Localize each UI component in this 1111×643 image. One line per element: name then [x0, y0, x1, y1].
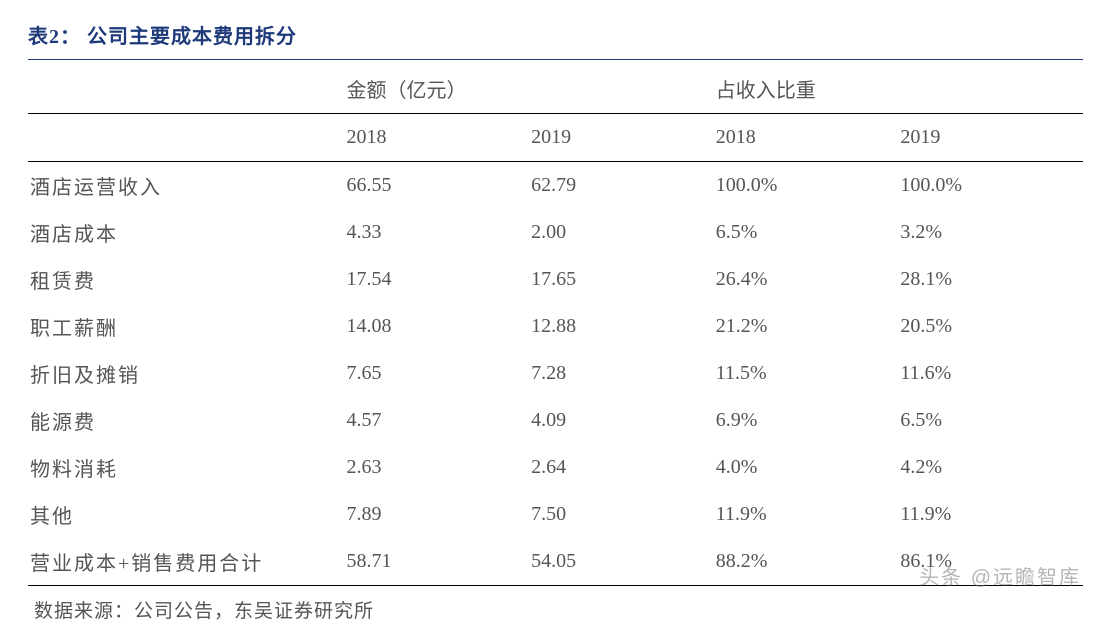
title-prefix: 表2：	[28, 26, 81, 48]
cell-ratio-2018: 11.9%	[714, 491, 899, 538]
cell-amount-2018: 66.55	[345, 162, 530, 210]
cell-amount-2018: 7.65	[345, 350, 530, 397]
cell-amount-2018: 14.08	[345, 303, 530, 350]
cell-ratio-2019: 4.2%	[898, 444, 1083, 491]
cost-table: 金额（亿元） 占收入比重 2018 2019 2018 2019 酒店运营收入 …	[28, 60, 1083, 586]
table-row: 酒店成本 4.33 2.00 6.5% 3.2%	[28, 209, 1083, 256]
cell-ratio-2019: 3.2%	[898, 209, 1083, 256]
cell-amount-2019: 7.28	[529, 350, 714, 397]
table-row: 租赁费 17.54 17.65 26.4% 28.1%	[28, 256, 1083, 303]
group-header-blank	[28, 60, 345, 114]
cell-ratio-2018: 4.0%	[714, 444, 899, 491]
row-label: 能源费	[28, 397, 345, 444]
watermark: 头条 @远瞻智库	[919, 561, 1081, 590]
row-label: 酒店成本	[28, 209, 345, 256]
group-header-row: 金额（亿元） 占收入比重	[28, 60, 1083, 114]
cell-ratio-2018: 6.5%	[714, 209, 899, 256]
cell-ratio-2018: 11.5%	[714, 350, 899, 397]
year-amount-2018: 2018	[345, 114, 530, 162]
year-header-row: 2018 2019 2018 2019	[28, 114, 1083, 162]
table-row: 职工薪酬 14.08 12.88 21.2% 20.5%	[28, 303, 1083, 350]
cell-ratio-2019: 100.0%	[898, 162, 1083, 210]
table-row: 其他 7.89 7.50 11.9% 11.9%	[28, 491, 1083, 538]
table-row: 酒店运营收入 66.55 62.79 100.0% 100.0%	[28, 162, 1083, 210]
row-label: 职工薪酬	[28, 303, 345, 350]
group-header-ratio: 占收入比重	[714, 60, 1083, 114]
cell-amount-2019: 4.09	[529, 397, 714, 444]
title-text: 公司主要成本费用拆分	[87, 26, 297, 48]
group-header-amount: 金额（亿元）	[345, 60, 714, 114]
cell-amount-2019: 17.65	[529, 256, 714, 303]
cell-amount-2019: 7.50	[529, 491, 714, 538]
cell-ratio-2019: 11.9%	[898, 491, 1083, 538]
cell-ratio-2019: 6.5%	[898, 397, 1083, 444]
table-row: 物料消耗 2.63 2.64 4.0% 4.2%	[28, 444, 1083, 491]
year-ratio-2018: 2018	[714, 114, 899, 162]
cell-amount-2019: 2.64	[529, 444, 714, 491]
year-ratio-2019: 2019	[898, 114, 1083, 162]
row-label: 营业成本+销售费用合计	[28, 538, 345, 586]
cell-amount-2019: 2.00	[529, 209, 714, 256]
row-label: 折旧及摊销	[28, 350, 345, 397]
cell-amount-2019: 62.79	[529, 162, 714, 210]
year-blank	[28, 114, 345, 162]
cell-amount-2018: 2.63	[345, 444, 530, 491]
data-source: 数据来源：公司公告，东吴证券研究所	[28, 586, 1083, 623]
table-title: 表2： 公司主要成本费用拆分	[28, 20, 1083, 60]
cell-amount-2018: 17.54	[345, 256, 530, 303]
cell-ratio-2018: 100.0%	[714, 162, 899, 210]
year-amount-2019: 2019	[529, 114, 714, 162]
row-label: 物料消耗	[28, 444, 345, 491]
cell-ratio-2018: 6.9%	[714, 397, 899, 444]
cell-amount-2019: 54.05	[529, 538, 714, 586]
cell-amount-2018: 4.57	[345, 397, 530, 444]
cell-ratio-2018: 26.4%	[714, 256, 899, 303]
cell-ratio-2019: 20.5%	[898, 303, 1083, 350]
row-label: 租赁费	[28, 256, 345, 303]
cell-ratio-2018: 21.2%	[714, 303, 899, 350]
cell-amount-2018: 4.33	[345, 209, 530, 256]
row-label: 酒店运营收入	[28, 162, 345, 210]
cell-amount-2018: 58.71	[345, 538, 530, 586]
cell-amount-2019: 12.88	[529, 303, 714, 350]
cell-ratio-2019: 28.1%	[898, 256, 1083, 303]
table-body: 酒店运营收入 66.55 62.79 100.0% 100.0% 酒店成本 4.…	[28, 162, 1083, 586]
row-label: 其他	[28, 491, 345, 538]
cell-ratio-2019: 11.6%	[898, 350, 1083, 397]
cell-amount-2018: 7.89	[345, 491, 530, 538]
cell-ratio-2018: 88.2%	[714, 538, 899, 586]
table-row: 能源费 4.57 4.09 6.9% 6.5%	[28, 397, 1083, 444]
table-row: 折旧及摊销 7.65 7.28 11.5% 11.6%	[28, 350, 1083, 397]
